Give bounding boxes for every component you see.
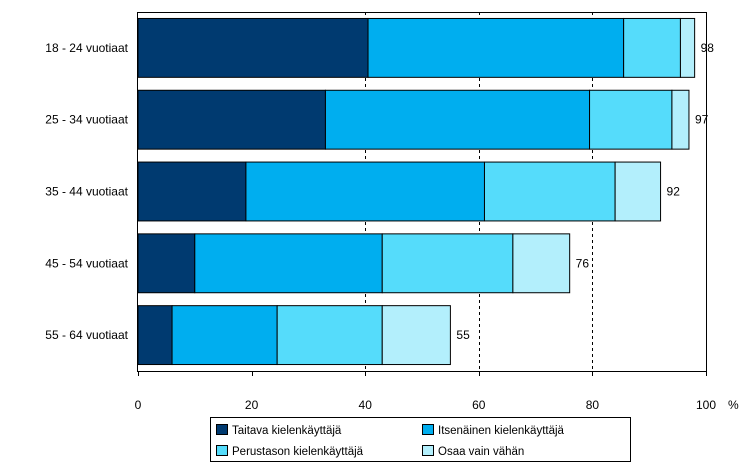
category-label: 45 - 54 vuotiaat xyxy=(45,256,128,270)
x-tick-label: 20 xyxy=(245,398,259,412)
x-tick-label: 40 xyxy=(359,398,373,412)
bar-segment xyxy=(381,305,451,366)
bar-segment xyxy=(623,17,681,78)
legend-box xyxy=(210,417,631,462)
bar-segment xyxy=(137,17,369,78)
legend-label: Osaa vain vähän xyxy=(438,446,524,458)
x-axis-unit: % xyxy=(728,398,739,412)
total-label: 97 xyxy=(695,113,709,127)
legend-label: Taitava kielenkäyttäjä xyxy=(232,425,342,437)
total-labels: 98 97 92 76 55 xyxy=(456,41,714,342)
bar-segment xyxy=(614,161,662,222)
bar-segment xyxy=(381,233,514,294)
bar-segment xyxy=(137,233,196,294)
bar-segment xyxy=(324,89,591,150)
legend: Taitava kielenkäyttäjä Itsenäinen kielenk… xyxy=(210,417,631,462)
category-label: 35 - 44 vuotiaat xyxy=(45,185,128,199)
legend-swatch xyxy=(422,424,434,435)
bar-segment xyxy=(194,233,383,294)
bars xyxy=(137,17,696,366)
x-tick-label: 0 xyxy=(135,398,142,412)
category-label: 55 - 64 vuotiaat xyxy=(45,328,128,342)
bar-segment xyxy=(671,89,690,150)
legend-swatch xyxy=(216,445,228,456)
legend-label: Perustason kielenkäyttäjä xyxy=(232,446,364,458)
x-tick-label: 60 xyxy=(472,398,486,412)
category-labels: 18 - 24 vuotiaat 25 - 34 vuotiaat 35 - 44 … xyxy=(45,41,128,342)
bar-segment xyxy=(679,17,696,78)
x-tick-label: 100 xyxy=(696,398,716,412)
total-label: 92 xyxy=(667,185,681,199)
category-label: 25 - 34 vuotiaat xyxy=(45,113,128,127)
category-label: 18 - 24 vuotiaat xyxy=(45,41,128,55)
bar-segment xyxy=(589,89,673,150)
legend-swatch xyxy=(422,445,434,456)
legend-label: Itsenäinen kielenkäyttäjä xyxy=(438,425,565,437)
total-label: 55 xyxy=(456,328,470,342)
legend-swatch xyxy=(216,424,228,435)
bar-segment xyxy=(137,89,326,150)
x-axis: 0 20 40 60 80 100 xyxy=(135,371,716,412)
total-label: 98 xyxy=(701,41,715,55)
bar-segment xyxy=(276,305,383,366)
bar-segment xyxy=(367,17,625,78)
x-tick-label: 80 xyxy=(586,398,600,412)
bar-segment xyxy=(137,305,173,366)
bar-segment xyxy=(512,233,571,294)
bar-segment xyxy=(171,305,278,366)
bar-segment xyxy=(483,161,616,222)
total-label: 76 xyxy=(576,256,590,270)
bar-segment xyxy=(137,161,247,222)
bar-segment xyxy=(245,161,485,222)
